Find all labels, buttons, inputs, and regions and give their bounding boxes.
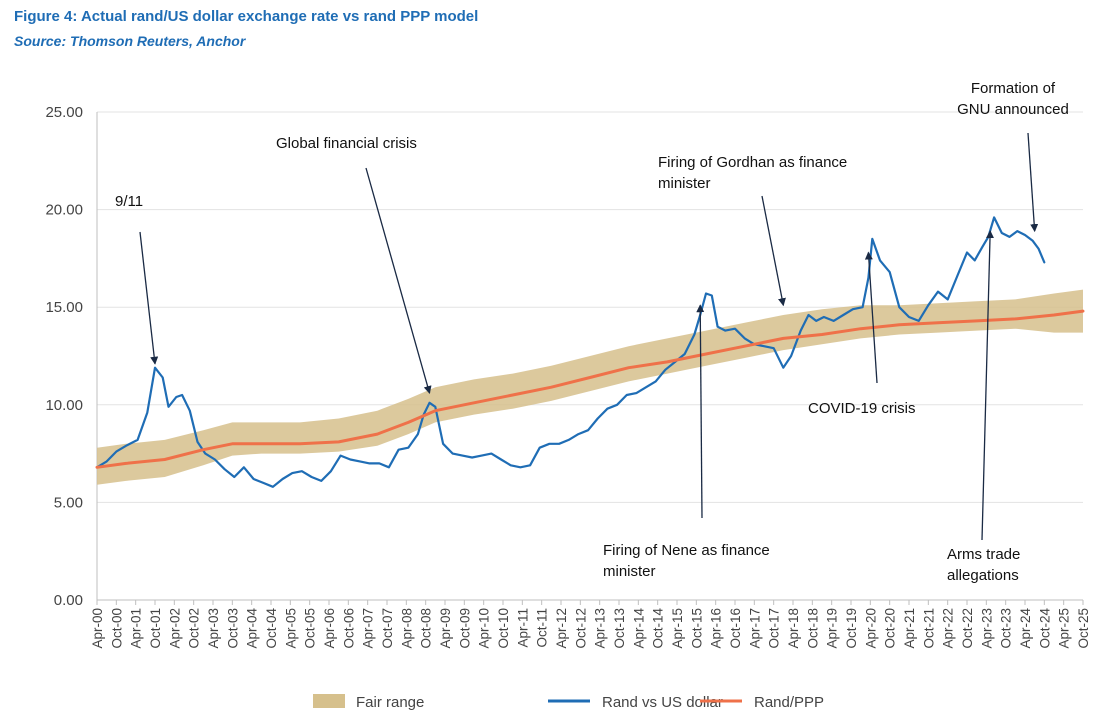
x-tick-label: Oct-03 [225, 608, 240, 649]
x-tick-label: Oct-09 [457, 608, 472, 649]
x-tick-label: Oct-21 [921, 608, 936, 649]
x-tick-label: Apr-25 [1057, 608, 1072, 649]
annotation-label: Arms trade [947, 546, 1020, 563]
x-tick-label: Oct-11 [535, 608, 550, 648]
x-tick-label: Apr-07 [361, 608, 376, 649]
annotation-label: minister [658, 175, 711, 192]
x-tick-label: Apr-17 [747, 608, 762, 649]
x-tick-label: Apr-21 [902, 608, 917, 649]
y-tick-label: 10.00 [45, 397, 83, 414]
x-tick-label: Apr-13 [593, 608, 608, 649]
x-tick-label: Apr-05 [283, 608, 298, 649]
y-tick-label: 25.00 [45, 104, 83, 121]
series-rand-vs-usd-line [95, 216, 1046, 488]
x-tick-label: Oct-01 [148, 608, 163, 649]
x-tick-label: Apr-10 [477, 608, 492, 649]
x-tick-label: Oct-12 [573, 608, 588, 649]
x-tick-label: Oct-23 [999, 608, 1014, 649]
x-tick-label: Oct-10 [496, 608, 511, 649]
x-tick-label: Apr-01 [129, 608, 144, 649]
x-tick-label: Apr-14 [631, 608, 646, 649]
x-tick-label: Apr-00 [90, 608, 105, 649]
x-tick-label: Oct-24 [1037, 608, 1052, 649]
x-tick-label: Oct-13 [612, 608, 627, 649]
x-tick-label: Apr-06 [322, 608, 337, 649]
x-tick-label: Oct-06 [341, 608, 356, 649]
x-tick-label: Oct-04 [264, 608, 279, 649]
x-tick-label: Oct-05 [303, 608, 318, 649]
x-tick-label: Apr-23 [979, 608, 994, 649]
x-tick-label: Apr-09 [438, 608, 453, 649]
annotation-arrow [761, 195, 786, 307]
x-tick-label: Apr-02 [167, 608, 182, 649]
x-tick-label: Apr-03 [206, 608, 221, 649]
x-tick-label: Oct-19 [844, 608, 859, 649]
legend-label: Fair range [356, 694, 424, 711]
series-fair-range-band [97, 289, 1083, 485]
x-tick-label: Oct-00 [109, 608, 124, 649]
annotation-label: Firing of Gordhan as finance [658, 154, 847, 171]
x-tick-label: Oct-22 [960, 608, 975, 649]
annotation-arrow [139, 231, 159, 365]
x-tick-label: Apr-19 [825, 608, 840, 649]
x-tick-label: Apr-04 [245, 608, 260, 649]
x-tick-label: Apr-24 [1018, 608, 1033, 649]
annotation-label: Firing of Nene as finance [603, 542, 770, 559]
annotation-arrow [864, 251, 878, 384]
x-tick-label: Oct-15 [689, 608, 704, 649]
x-tick-label: Oct-07 [380, 608, 395, 649]
annotation-arrow [981, 230, 995, 541]
series-rand-ppp-line [95, 309, 1085, 469]
x-tick-label: Apr-11 [515, 608, 530, 648]
x-tick-label: Apr-22 [941, 608, 956, 649]
annotation-label: minister [603, 563, 656, 580]
x-tick-label: Oct-08 [419, 608, 434, 649]
annotation-label: Global financial crisis [276, 135, 417, 152]
annotation-label: COVID-19 crisis [808, 400, 916, 417]
x-tick-label: Apr-20 [863, 608, 878, 649]
x-tick-label: Apr-16 [709, 608, 724, 649]
y-tick-label: 20.00 [45, 202, 83, 219]
x-tick-label: Oct-20 [883, 608, 898, 649]
x-tick-label: Oct-17 [767, 608, 782, 649]
x-tick-label: Oct-02 [187, 608, 202, 649]
annotation-label: 9/11 [115, 193, 143, 210]
x-tick-label: Apr-18 [786, 608, 801, 649]
x-tick-label: Oct-18 [805, 608, 820, 649]
x-tick-label: Apr-15 [670, 608, 685, 649]
legend-swatch-fair-range [313, 694, 345, 708]
annotation-label: allegations [947, 567, 1019, 584]
y-tick-label: 5.00 [54, 494, 83, 511]
figure-title: Figure 4: Actual rand/US dollar exchange… [14, 8, 479, 25]
legend-label: Rand/PPP [754, 694, 824, 711]
x-tick-label: Oct-16 [728, 608, 743, 649]
annotation-label: GNU announced [957, 101, 1069, 118]
x-tick-label: Oct-25 [1076, 608, 1091, 649]
y-tick-label: 0.00 [54, 592, 83, 609]
figure-source: Source: Thomson Reuters, Anchor [14, 33, 246, 49]
x-tick-label: Oct-14 [651, 608, 666, 649]
x-tick-label: Apr-08 [399, 608, 414, 649]
legend-label: Rand vs US dollar [602, 694, 723, 711]
annotation-arrow [365, 167, 432, 395]
annotation-arrow [696, 304, 705, 519]
annotation-arrow [1027, 132, 1039, 233]
x-tick-label: Apr-12 [554, 608, 569, 649]
annotation-label: Formation of [971, 80, 1056, 97]
y-tick-label: 15.00 [45, 299, 83, 316]
